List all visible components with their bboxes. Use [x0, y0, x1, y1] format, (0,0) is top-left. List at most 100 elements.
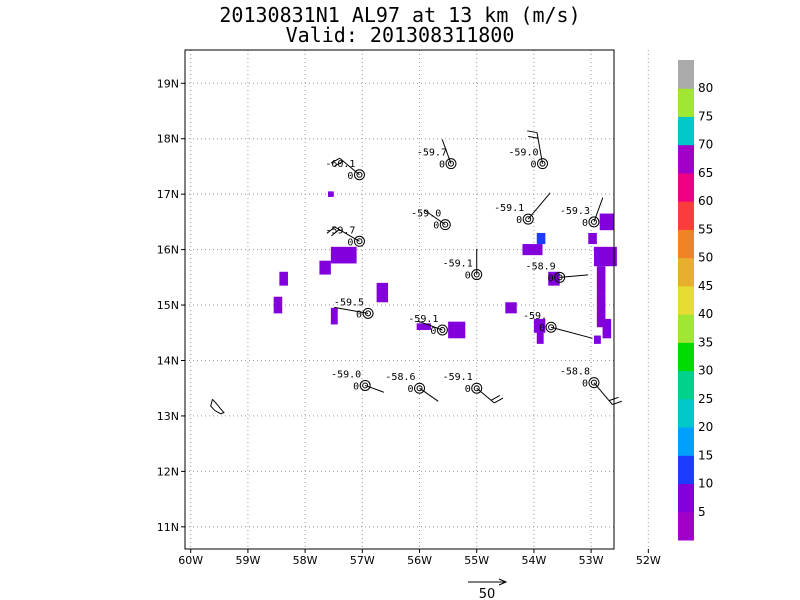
colorbar-label: 10 [698, 477, 713, 491]
station-plot: -59.00 [508, 130, 548, 171]
wind-barb-shaft [423, 209, 446, 226]
station-temperature: -58.8 [560, 367, 590, 378]
station-wind-value: 0 [353, 381, 359, 392]
wind-barb-shaft [559, 274, 589, 278]
colorbar-segment [678, 257, 694, 287]
station-inner-circle [473, 385, 480, 392]
station-wind-value: 0 [582, 379, 588, 390]
station-plot: -58.60 [385, 372, 439, 402]
station-outer-circle [362, 307, 374, 319]
station-outer-circle [439, 219, 451, 231]
station-outer-circle [353, 235, 365, 247]
x-tick-label: 54W [521, 554, 546, 567]
wind-cell [330, 246, 357, 264]
wind-cell [319, 260, 331, 275]
station-temperature: -59.0 [331, 369, 361, 380]
wind-cell [448, 321, 466, 339]
station-temperature: -59.3 [560, 206, 590, 217]
wind-barb-shaft [527, 192, 551, 220]
station-temperature: -59.1 [443, 259, 473, 270]
station-inner-circle [442, 221, 449, 228]
wind-barb-shaft [418, 320, 443, 331]
wind-cell [536, 232, 546, 245]
station-plot: -58.90 [526, 261, 589, 284]
colorbar-segment [678, 116, 694, 146]
station-wind-value: 0 [407, 384, 413, 395]
station-wind-value: 0 [347, 171, 353, 182]
station-inner-circle [356, 238, 363, 245]
wind-cell [522, 244, 543, 256]
wind-barb-shaft [334, 306, 369, 314]
station-wind-value: 0 [582, 218, 588, 229]
station-temperature: -59.0 [411, 209, 441, 220]
colorbar-segment [678, 370, 694, 400]
colorbar-label: 50 [698, 251, 713, 265]
colorbar-segment [678, 342, 694, 372]
station-plot: -59.10 [443, 248, 483, 282]
station-inner-circle [548, 324, 555, 331]
y-tick-label: 12N [157, 465, 179, 478]
colorbar-segment [678, 172, 694, 202]
wind-barb-feather [330, 157, 340, 164]
station-plot: -59.10 [494, 192, 551, 226]
x-tick-label: 53W [579, 554, 604, 567]
colorbar-label: 20 [698, 420, 713, 434]
colorbar-segment [678, 455, 694, 485]
station-plots: -60.10-59.70-59.00-59.70-59.00-59.10-59.… [325, 130, 622, 406]
station-inner-circle [439, 326, 446, 333]
y-tick-label: 19N [157, 77, 179, 90]
plot-background [185, 50, 614, 549]
colorbar-label: 70 [698, 138, 713, 152]
station-outer-circle [588, 377, 600, 389]
station-inner-circle [590, 379, 597, 386]
colorbar-label: 15 [698, 448, 713, 462]
station-wind-value: 0 [465, 271, 471, 282]
wind-cell [328, 191, 334, 197]
colorbar-segment [678, 88, 694, 117]
wind-cell [599, 213, 614, 231]
station-outer-circle [436, 324, 448, 336]
colorbar: 5 10 15 20 25 30 35 40 45 50 55 60 65 70 75 80 [678, 60, 713, 541]
land-outline [210, 398, 225, 415]
wind-cell [593, 335, 601, 344]
station-inner-circle [525, 216, 532, 223]
colorbar-segment [678, 144, 694, 174]
station-inner-circle [590, 218, 597, 225]
wind-cell [548, 271, 560, 286]
wind-cell [533, 318, 546, 333]
station-temperature: -59.0 [508, 148, 538, 159]
y-tick-label: 11N [157, 521, 179, 534]
wind-barb-shaft [365, 384, 385, 393]
station-temperature: -59.7 [417, 148, 447, 159]
x-tick-label: 52W [636, 554, 661, 567]
colorbar-label: 35 [698, 335, 713, 349]
station-outer-circle [537, 158, 548, 170]
station-wind-value: 0 [433, 221, 439, 232]
wind-barb-shaft [593, 197, 604, 223]
station-plot: -59.00 [331, 369, 385, 393]
station-temperature: -58.6 [385, 372, 415, 383]
axis-ticks: 60W 59W 58W 57W 56W 55W 54W 53W 52W 11N 12N 13N 14N 1… [157, 77, 661, 567]
reference-vector: 50 [468, 578, 508, 600]
colorbar-label: 30 [698, 364, 713, 378]
y-tick-label: 14N [157, 354, 179, 367]
wind-cell [596, 293, 606, 328]
station-plot: -59.70 [325, 225, 365, 248]
x-tick-label: 56W [407, 554, 432, 567]
wind-barb-shaft [550, 326, 593, 339]
station-inner-circle [356, 171, 363, 178]
x-tick-label: 60W [178, 554, 203, 567]
station-outer-circle [445, 158, 457, 170]
plot-frame [184, 49, 615, 550]
station-wind-value: 0 [356, 309, 362, 320]
wind-barb-feather [326, 226, 336, 234]
colorbar-segment [678, 511, 694, 541]
y-tick-label: 13N [157, 410, 179, 423]
y-tick-label: 18N [157, 133, 179, 146]
colorbar-label: 40 [698, 307, 713, 321]
station-outer-circle [414, 382, 426, 394]
station-wind-value: 0 [439, 160, 445, 171]
colorbar-segment [678, 427, 694, 456]
station-outer-circle [359, 379, 371, 391]
